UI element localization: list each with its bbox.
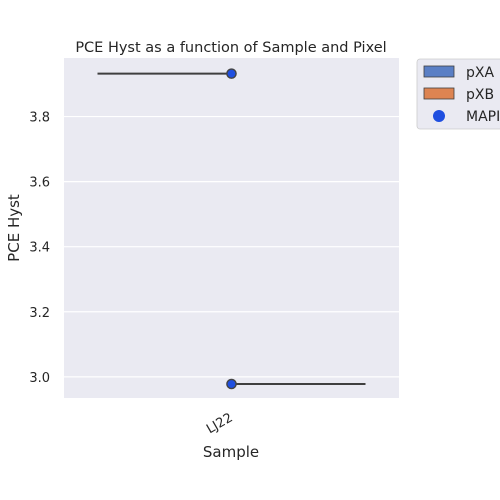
y-axis-label: PCE Hyst <box>5 194 23 262</box>
data-points <box>226 68 237 390</box>
point-mapi <box>226 378 237 390</box>
plot-area <box>64 58 399 398</box>
x-tick-label: LJ22 <box>204 410 235 437</box>
legend-label-mapi: MAPI <box>466 109 500 125</box>
point-mapi <box>226 68 237 79</box>
y-tick-label: 3.6 <box>29 176 50 191</box>
legend-item-pxb: pXB <box>423 87 494 103</box>
chart-title: PCE Hyst as a function of Sample and Pix… <box>75 40 386 56</box>
grid-lines <box>64 115 399 378</box>
y-tick-labels: 3.0 3.2 3.4 3.6 3.8 <box>29 111 50 386</box>
violin-lines <box>97 72 366 386</box>
legend-item-mapi: MAPI <box>433 109 500 125</box>
legend-swatch-pxa <box>423 65 455 78</box>
y-tick-label: 3.0 <box>29 371 50 386</box>
y-tick-label: 3.4 <box>29 241 50 256</box>
legend-item-pxa: pXA <box>423 65 494 81</box>
y-tick-label: 3.8 <box>29 111 50 126</box>
x-tick-labels: LJ22 <box>204 410 235 437</box>
legend-swatch-pxb <box>423 87 455 100</box>
y-tick-label: 3.2 <box>29 306 50 321</box>
x-axis-label: Sample <box>203 443 259 461</box>
legend: pXA pXB MAPI <box>416 58 500 130</box>
legend-label-pxa: pXA <box>466 65 494 81</box>
legend-label-pxb: pXB <box>466 87 494 103</box>
legend-marker-mapi <box>433 110 445 122</box>
